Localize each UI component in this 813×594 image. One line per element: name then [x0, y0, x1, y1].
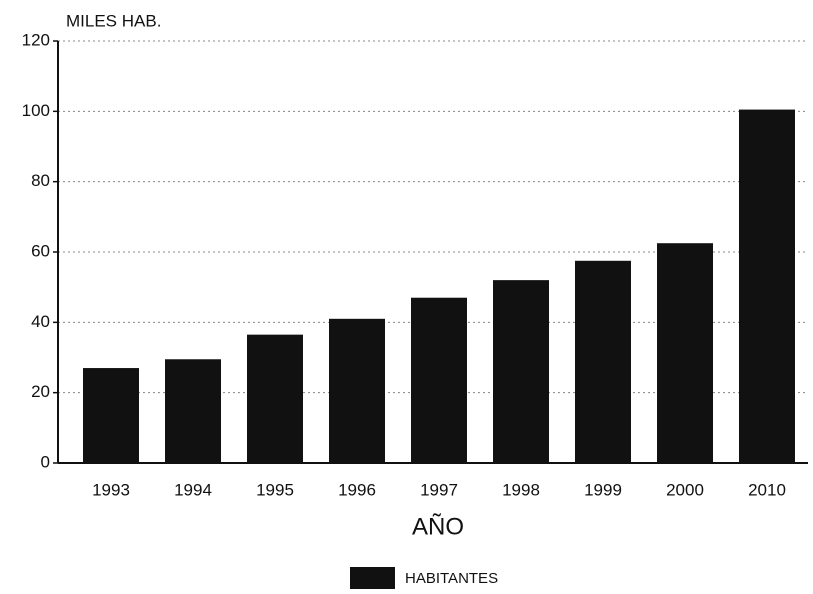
x-tick-label: 1996 — [338, 480, 376, 499]
y-tick-label: 80 — [31, 171, 50, 190]
y-tick-label: 100 — [22, 101, 50, 120]
x-tick-label: 1998 — [502, 480, 540, 499]
bar — [165, 359, 221, 463]
x-tick-label: 2000 — [666, 480, 704, 499]
bar — [247, 334, 303, 463]
x-tick-label: 2010 — [748, 480, 786, 499]
x-tick-label: 1993 — [92, 480, 130, 499]
bar — [83, 368, 139, 463]
x-tick-label: 1994 — [174, 480, 212, 499]
x-tick-label: 1999 — [584, 480, 622, 499]
bar — [411, 297, 467, 463]
bar — [657, 243, 713, 463]
y-tick-label: 0 — [41, 452, 50, 471]
y-tick-label: 40 — [31, 312, 50, 331]
legend-swatch — [350, 567, 395, 589]
x-tick-label: 1995 — [256, 480, 294, 499]
bar — [329, 318, 385, 463]
x-tick-label: 1997 — [420, 480, 458, 499]
bar — [493, 280, 549, 463]
legend-label: HABITANTES — [405, 570, 498, 587]
bar — [575, 260, 631, 463]
y-tick-label: 60 — [31, 241, 50, 260]
y-tick-label: 20 — [31, 382, 50, 401]
y-axis-label: MILES HAB. — [66, 11, 161, 30]
y-tick-label: 120 — [22, 30, 50, 49]
bar — [739, 109, 795, 463]
x-axis-label: AÑO — [412, 513, 464, 540]
